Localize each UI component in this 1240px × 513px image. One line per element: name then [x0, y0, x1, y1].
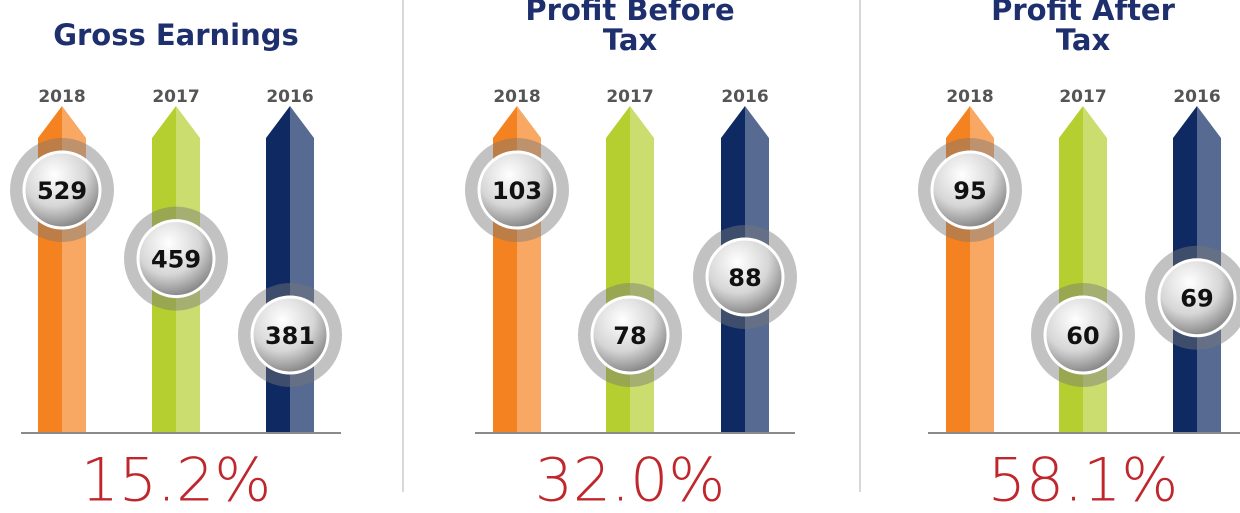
value-label: 88	[728, 264, 761, 292]
value-badge: 60	[1031, 283, 1135, 387]
growth-label: 15.2%	[81, 446, 272, 513]
year-label: 2017	[1059, 87, 1106, 107]
panel-title: Profit Before Tax	[525, 0, 735, 57]
value-label: 381	[265, 322, 315, 350]
badge-ball	[22, 150, 102, 230]
value-badge: 103	[465, 138, 569, 242]
year-label: 2017	[606, 87, 653, 107]
growth-label: 32.0%	[535, 446, 726, 513]
value-badge: 78	[578, 283, 682, 387]
year-label: 2017	[152, 87, 199, 107]
year-label: 2016	[721, 87, 768, 107]
value-badge: 95	[918, 138, 1022, 242]
badge-ball	[590, 295, 670, 375]
value-label: 69	[1180, 285, 1213, 313]
year-label: 2016	[266, 87, 313, 107]
badge-ball	[705, 237, 785, 317]
value-badge: 69	[1145, 245, 1240, 350]
panel-title: Gross Earnings	[53, 18, 299, 52]
value-label: 95	[953, 177, 986, 205]
badge-ball	[477, 150, 557, 230]
year-label: 2018	[946, 87, 993, 107]
growth-label: 58.1%	[988, 446, 1179, 513]
value-badge: 381	[238, 283, 342, 387]
value-label: 529	[37, 177, 87, 205]
badge-ball	[1043, 295, 1123, 375]
value-label: 459	[151, 246, 201, 274]
badge-ball	[136, 219, 216, 299]
value-label: 103	[492, 177, 542, 205]
value-badge: 459	[124, 206, 228, 311]
value-badge: 88	[693, 225, 797, 329]
year-label: 2018	[38, 87, 85, 107]
value-label: 60	[1066, 322, 1099, 350]
value-badge: 529	[10, 138, 114, 242]
value-label: 78	[613, 322, 646, 350]
year-label: 2018	[493, 87, 540, 107]
panel-title: Profit After Tax	[991, 0, 1175, 57]
badge-ball	[1157, 258, 1237, 338]
badge-ball	[930, 150, 1010, 230]
year-label: 2016	[1173, 87, 1220, 107]
badge-ball	[250, 295, 330, 375]
